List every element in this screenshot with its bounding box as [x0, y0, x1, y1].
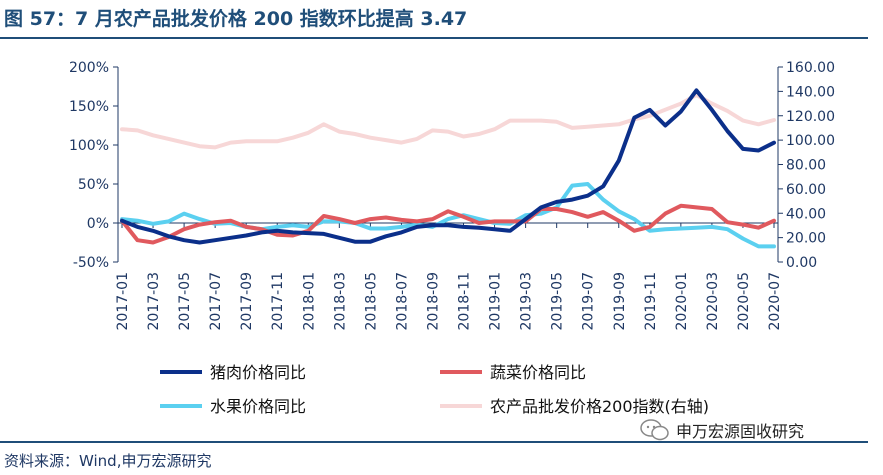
- x-tick-label: 2017-07: [208, 272, 224, 331]
- legend-label: 蔬菜价格同比: [490, 363, 586, 382]
- left-tick-label: 50%: [78, 177, 109, 193]
- series-line-0: [120, 88, 776, 245]
- x-tick-label: 2018-05: [363, 272, 379, 331]
- x-tick-label: 2020-05: [736, 272, 752, 331]
- left-tick-label: 200%: [69, 60, 109, 76]
- wechat-icon: [640, 419, 669, 441]
- x-tick-label: 2018-03: [332, 272, 348, 331]
- right-tick-label: 20.00: [786, 231, 826, 247]
- legend-label: 农产品批发价格200指数(右轴): [490, 397, 709, 416]
- x-tick-label: 2017-09: [239, 272, 255, 331]
- left-tick-label: 100%: [69, 138, 109, 154]
- series-lines: [120, 88, 776, 249]
- x-tick-label: 2018-11: [457, 272, 473, 331]
- x-tick-label: 2020-07: [767, 272, 783, 331]
- x-tick-label: 2018-07: [394, 272, 410, 331]
- x-tick-label: 2020-03: [705, 272, 721, 331]
- x-tick-label: 2018-01: [301, 272, 317, 331]
- x-tick-label: 2019-07: [581, 272, 597, 331]
- x-tick-label: 2019-09: [612, 272, 628, 331]
- left-tick-label: -50%: [73, 255, 109, 271]
- x-tick-label: 2017-11: [270, 272, 286, 331]
- x-tick-label: 2020-01: [674, 272, 690, 331]
- line-chart: -50% 0% 50% 100% 150% 200% 0.00 20.00 40.00 60.00…: [69, 60, 835, 416]
- series-line-2: [120, 182, 776, 249]
- series-line-3: [120, 93, 776, 150]
- right-tick-label: 100.00: [786, 133, 835, 149]
- right-tick-label: 120.00: [786, 109, 835, 125]
- x-tick-label: 2019-11: [643, 272, 659, 331]
- right-tick-label: 140.00: [786, 84, 835, 100]
- axes: -50% 0% 50% 100% 150% 200% 0.00 20.00 40.00 60.00…: [69, 60, 835, 331]
- watermark-text: 申万宏源固收研究: [676, 422, 805, 441]
- series-line-1: [120, 203, 776, 245]
- title-rule: [0, 37, 868, 39]
- x-tick-label: 2017-01: [115, 272, 131, 331]
- x-tick-label: 2019-03: [519, 272, 535, 331]
- x-tick-label: 2019-05: [550, 272, 566, 331]
- right-tick-label: 80.00: [786, 158, 826, 174]
- figure-title: 图 57：7 月农产品批发价格 200 指数环比提高 3.47: [4, 8, 468, 30]
- x-tick-label: 2019-01: [488, 272, 504, 331]
- right-tick-label: 0.00: [786, 255, 817, 271]
- source-rule: [0, 441, 868, 443]
- x-tick-label: 2017-05: [177, 272, 193, 331]
- left-tick-label: 150%: [69, 99, 109, 115]
- x-tick-label: 2017-03: [146, 272, 162, 331]
- x-tick-label: 2018-09: [425, 272, 441, 331]
- right-tick-label: 40.00: [786, 206, 826, 222]
- right-tick-label: 160.00: [786, 60, 835, 76]
- watermark: 申万宏源固收研究: [640, 418, 804, 442]
- right-tick-label: 60.00: [786, 182, 826, 198]
- left-tick-label: 0%: [87, 216, 109, 232]
- source-note: 资料来源：Wind,申万宏源研究: [4, 452, 212, 470]
- legend-label: 猪肉价格同比: [210, 363, 306, 382]
- legend-label: 水果价格同比: [210, 397, 306, 416]
